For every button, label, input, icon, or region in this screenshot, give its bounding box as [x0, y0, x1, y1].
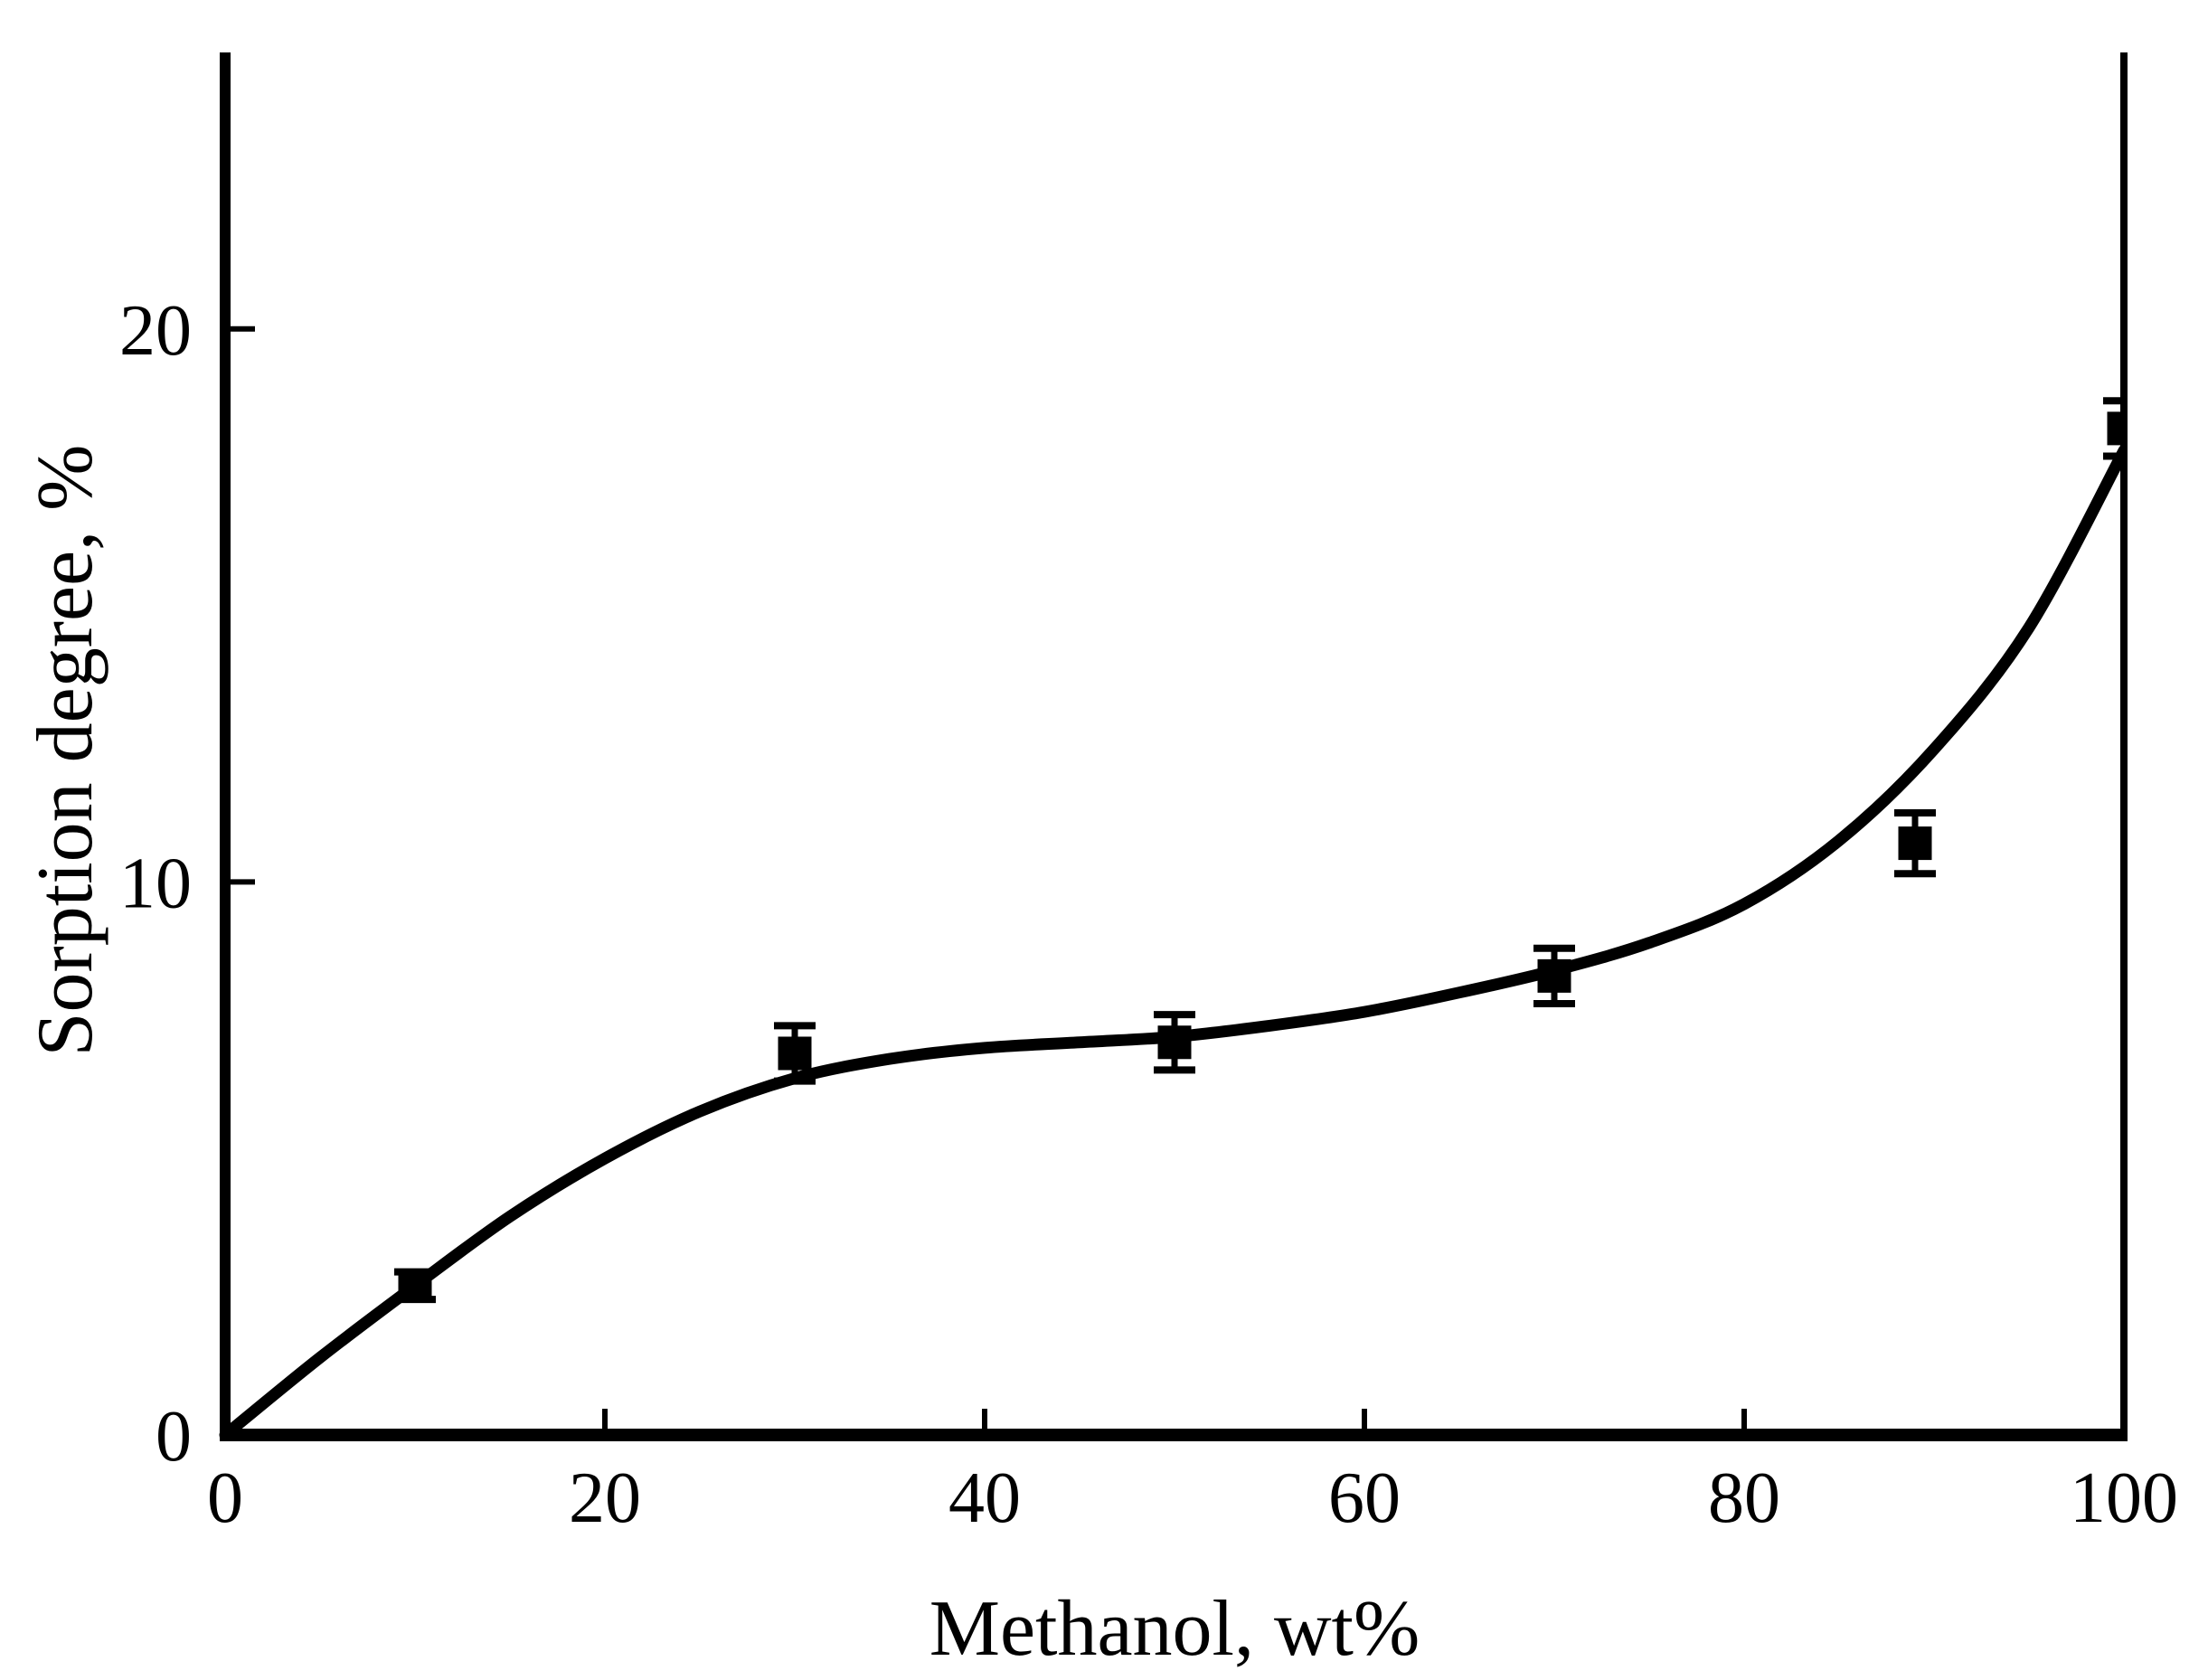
tick-layer	[225, 326, 1747, 1435]
data-point-marker	[1898, 826, 1932, 861]
x-axis-title: Methanol, wt%	[929, 1585, 1420, 1673]
data-point-marker	[778, 1036, 812, 1071]
data-point-marker	[398, 1269, 432, 1303]
x-tick-label: 60	[1328, 1458, 1401, 1538]
y-tick-label: 10	[119, 844, 192, 923]
x-tick-label: 0	[207, 1458, 243, 1538]
marker-layer	[398, 411, 2128, 1303]
y-axis-title: Sorption degree, %	[22, 445, 109, 1057]
x-tick-label: 80	[1708, 1458, 1780, 1538]
fit-curve	[219, 444, 2128, 1441]
x-tick-label: 40	[948, 1458, 1021, 1538]
data-point-marker	[1537, 958, 1571, 993]
data-point-marker	[1157, 1025, 1192, 1060]
x-tick-label: 20	[569, 1458, 641, 1538]
y-tick-label: 0	[156, 1397, 192, 1477]
x-tick-label: 100	[2070, 1458, 2178, 1538]
errorbar-layer	[394, 397, 2128, 1304]
curve-layer	[219, 444, 2128, 1441]
tick-label-layer: 0 20 40 60 80 100 0 10 20	[119, 291, 2178, 1538]
y-tick-label: 20	[119, 291, 192, 371]
axis-layer	[220, 52, 2128, 1441]
